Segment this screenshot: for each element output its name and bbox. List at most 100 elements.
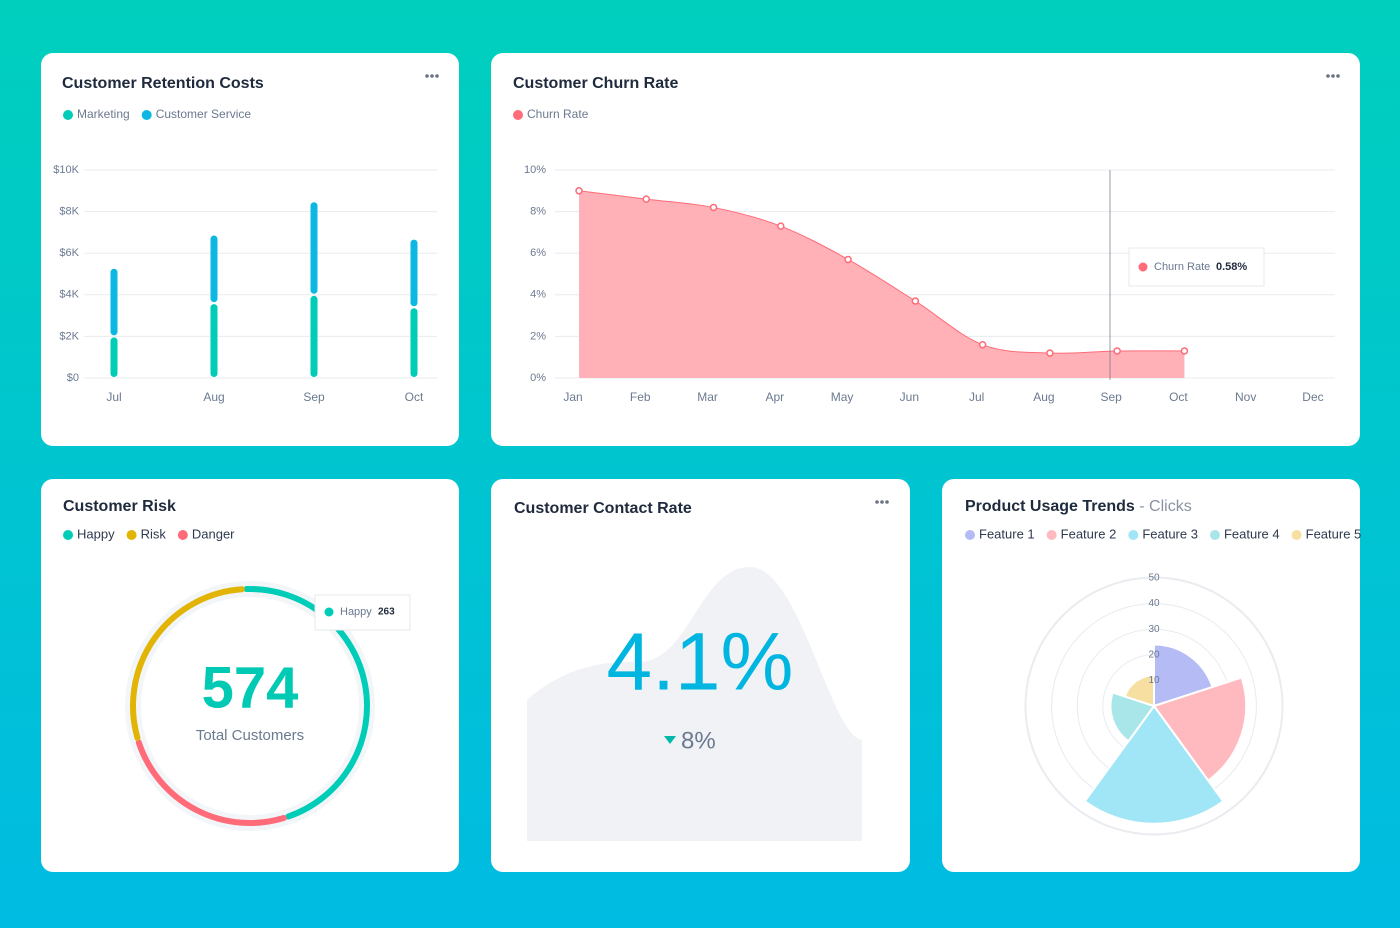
donut-segment	[130, 586, 245, 741]
polar-wedge	[1083, 704, 1225, 825]
r-tick-label: 30	[1148, 624, 1160, 635]
legend-marker	[1046, 530, 1057, 540]
tooltip-label: Happy	[340, 606, 372, 618]
y-tick-label: 2%	[530, 330, 546, 342]
bar-segment	[110, 337, 118, 377]
bar-segment	[310, 202, 318, 294]
legend-label: Feature 1	[979, 526, 1035, 541]
point	[1113, 347, 1121, 355]
grid-ring	[1025, 577, 1283, 835]
card	[41, 53, 459, 446]
tooltip	[1128, 247, 1265, 287]
r-tick-label: 40	[1148, 598, 1160, 609]
x-tick-label: Oct	[405, 390, 424, 404]
legend-label: Marketing	[77, 107, 130, 121]
point	[1046, 349, 1054, 357]
bar-segment	[210, 235, 218, 303]
menu-icon[interactable]	[425, 74, 439, 78]
x-tick-label: Dec	[1302, 390, 1323, 404]
bar-segment	[110, 268, 118, 336]
legend-marker	[1128, 530, 1139, 540]
kpi-value: 4.1%	[607, 617, 794, 708]
legend-marker	[177, 530, 188, 540]
x-tick-label: Sep	[303, 390, 325, 404]
x-tick-label: Mar	[697, 390, 718, 404]
y-tick-label: 8%	[530, 206, 546, 218]
point	[575, 187, 583, 195]
tooltip-value: 0.58%	[1216, 261, 1247, 273]
polar-wedge	[1123, 674, 1155, 708]
line	[578, 190, 1185, 354]
x-tick-label: Oct	[1169, 390, 1188, 404]
legend-label: Feature 3	[1142, 526, 1198, 541]
menu-icon[interactable]	[875, 500, 889, 504]
legend-marker	[1291, 530, 1302, 540]
card-title: Customer Risk	[63, 498, 176, 515]
polar-wedge	[1109, 691, 1156, 743]
x-tick-label: Jan	[563, 390, 582, 404]
kpi-change: 8%	[681, 727, 716, 754]
donut-segment	[243, 586, 370, 820]
legend-label: Feature 4	[1224, 526, 1280, 541]
y-tick-label: 10%	[524, 164, 546, 176]
legend-label: Risk	[141, 526, 167, 541]
bar-segment	[210, 304, 218, 377]
y-tick-label: 6%	[530, 247, 546, 259]
x-tick-label: Sep	[1100, 390, 1122, 404]
legend-label: Danger	[192, 526, 235, 541]
x-tick-label: Jul	[969, 390, 984, 404]
total-label: Total Customers	[196, 727, 304, 744]
subtitle: - Clicks	[1139, 498, 1191, 515]
point	[844, 255, 852, 264]
y-tick-label: $8K	[59, 206, 79, 218]
card-title: Customer Churn Rate	[513, 75, 678, 92]
x-tick-label: Feb	[630, 390, 651, 404]
tooltip-value: 263	[378, 607, 395, 618]
point	[777, 222, 785, 230]
y-tick-label: $0	[67, 372, 79, 384]
y-tick-label: $4K	[59, 289, 79, 301]
tooltip-marker	[324, 607, 334, 617]
y-tick-label: $10K	[53, 164, 79, 176]
card-title: Customer Contact Rate	[514, 500, 692, 517]
legend-label: Customer Service	[156, 107, 252, 121]
area	[579, 190, 1185, 378]
card-title: Customer Retention Costs	[62, 75, 264, 92]
legend-label: Feature 5	[1306, 526, 1362, 541]
bar-segment	[410, 239, 418, 307]
point	[1180, 347, 1189, 355]
x-tick-label: Aug	[203, 390, 224, 404]
r-tick-label: 50	[1148, 573, 1160, 584]
polar-wedge	[1152, 676, 1248, 782]
point	[978, 340, 987, 349]
point	[911, 297, 920, 305]
y-tick-label: $2K	[59, 330, 79, 342]
background-hill	[527, 567, 862, 841]
card-title: Product Usage Trends - Clicks	[965, 498, 1192, 515]
tooltip-marker	[1138, 262, 1148, 272]
legend-marker	[965, 530, 975, 540]
x-tick-label: Jul	[106, 390, 121, 404]
x-tick-label: Aug	[1033, 390, 1054, 404]
tooltip-label: Churn Rate	[1154, 261, 1210, 273]
r-tick-label: 10	[1148, 675, 1160, 686]
y-tick-label: 4%	[530, 289, 546, 301]
legend-marker	[126, 530, 137, 540]
point	[709, 203, 718, 212]
y-tick-label: $6K	[59, 247, 79, 259]
legend-marker	[63, 530, 73, 540]
point	[642, 195, 651, 203]
title-text: Product Usage Trends	[965, 498, 1135, 515]
down-arrow	[664, 736, 676, 744]
menu-icon[interactable]	[1326, 74, 1340, 78]
donut-segment	[135, 739, 287, 826]
bar-segment	[310, 295, 318, 377]
total-value: 574	[202, 655, 299, 720]
x-tick-label: Apr	[765, 390, 784, 404]
legend-marker	[1209, 530, 1220, 540]
r-tick-label: 20	[1148, 649, 1160, 660]
legend-label: Happy	[77, 526, 115, 541]
legend-label: Feature 2	[1061, 526, 1117, 541]
